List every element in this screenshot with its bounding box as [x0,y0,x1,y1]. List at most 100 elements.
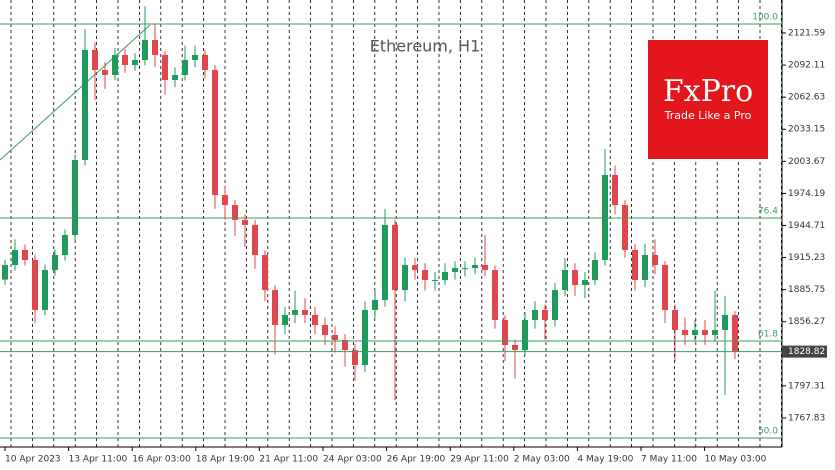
y-tick-label: 1767.83 [788,413,825,423]
candle-body [152,39,158,55]
candle-body [2,265,8,280]
candle-body [722,314,728,330]
candle-body [532,309,538,320]
candle-body [62,234,68,256]
candle-body [312,314,318,325]
x-tick-label: 18 Apr 19:00 [196,455,255,465]
y-tick-label: 2062.63 [788,93,825,103]
candle-body [142,39,148,60]
candle-body [12,249,18,266]
fib-label: 100.0 [752,12,778,22]
candle-body [472,265,478,269]
candle-body [22,249,28,261]
candle-body [372,299,378,310]
candle-body [252,224,258,256]
x-tick-label: 16 Apr 03:00 [132,455,191,465]
candle-body [662,265,668,310]
y-tick-label: 1885.75 [788,285,825,295]
candle-body [392,224,398,291]
candle-body [162,54,168,81]
candle-body [382,224,388,300]
x-tick-label: 24 Apr 03:00 [323,455,382,465]
candle-body [402,265,408,291]
candle-body [242,219,248,225]
last-price-box [782,345,827,358]
candle-body [92,49,98,70]
candle-body [682,329,688,335]
candle-body [612,175,618,206]
candle-body [292,309,298,315]
candle-body [562,270,568,291]
candle-body [572,270,578,286]
candle-body [412,265,418,271]
candle-body [352,350,358,366]
candle-body [182,59,188,75]
candle-body [652,255,658,266]
fib-label: 76.4 [758,206,778,216]
candle-body [622,205,628,250]
candle-body [332,334,338,340]
x-tick-label: 4 May 19:00 [577,455,633,465]
candle-body [712,329,718,335]
candle-body [232,205,238,220]
candle-body [342,339,348,351]
x-tick-label: 7 May 11:00 [641,455,697,465]
y-tick-label: 2033.15 [788,125,825,135]
candle-body [362,309,368,366]
trend-line [0,24,151,161]
fib-label: 50.0 [758,426,778,436]
candle-body [482,265,488,271]
candle-body [732,314,738,352]
candle-body [172,74,178,81]
fib-label: 61.8 [758,329,778,339]
candle-body [42,270,48,310]
candle-body [262,255,268,291]
y-tick-label: 1974.19 [788,189,825,199]
candle-body [282,314,288,325]
candle-body [582,280,588,286]
x-tick-label: 13 Apr 11:00 [69,455,128,465]
candle-body [442,271,448,281]
candle-body [672,309,678,330]
x-tick-label: 26 Apr 19:00 [387,455,446,465]
y-tick-label: 2092.11 [788,61,825,71]
y-tick-label: 1856.27 [788,317,825,327]
candle-body [52,255,58,271]
candle-body [322,324,328,335]
candle-body [102,69,108,75]
x-tick-label: 10 Apr 2023 [5,455,61,465]
candle-body [82,49,88,160]
candle-body [212,69,218,196]
candle-body [132,59,138,65]
y-tick-label: 1797.31 [788,381,825,391]
candle-body [72,159,78,235]
candle-body [302,309,308,315]
last-price-label: 1828.82 [788,347,825,357]
candle-body [112,54,118,75]
candle-body [592,260,598,281]
chart-title: Ethereum, H1 [370,37,481,56]
candle-body [522,319,528,351]
y-tick-label: 2121.59 [788,28,825,38]
candle-body [192,54,198,60]
candle-body [122,54,128,65]
candle-body [462,268,468,270]
x-tick-label: 21 Apr 11:00 [259,455,318,465]
x-tick-label: 10 May 03:00 [705,455,767,465]
candle-body [692,329,698,335]
candle-body [32,260,38,310]
candle-body [202,54,208,70]
brand-tagline: Trade Like a Pro [664,109,752,122]
candle-body [432,280,438,282]
candle-body [502,319,508,346]
x-tick-label: 2 May 03:00 [514,455,570,465]
candle-body [642,255,648,281]
candle-body [512,345,518,351]
candle-body [552,290,558,320]
candle-body [702,329,708,335]
y-tick-label: 2003.67 [788,157,825,167]
candle-body [222,195,228,206]
candle-body [542,309,548,320]
candle-body [632,249,638,281]
